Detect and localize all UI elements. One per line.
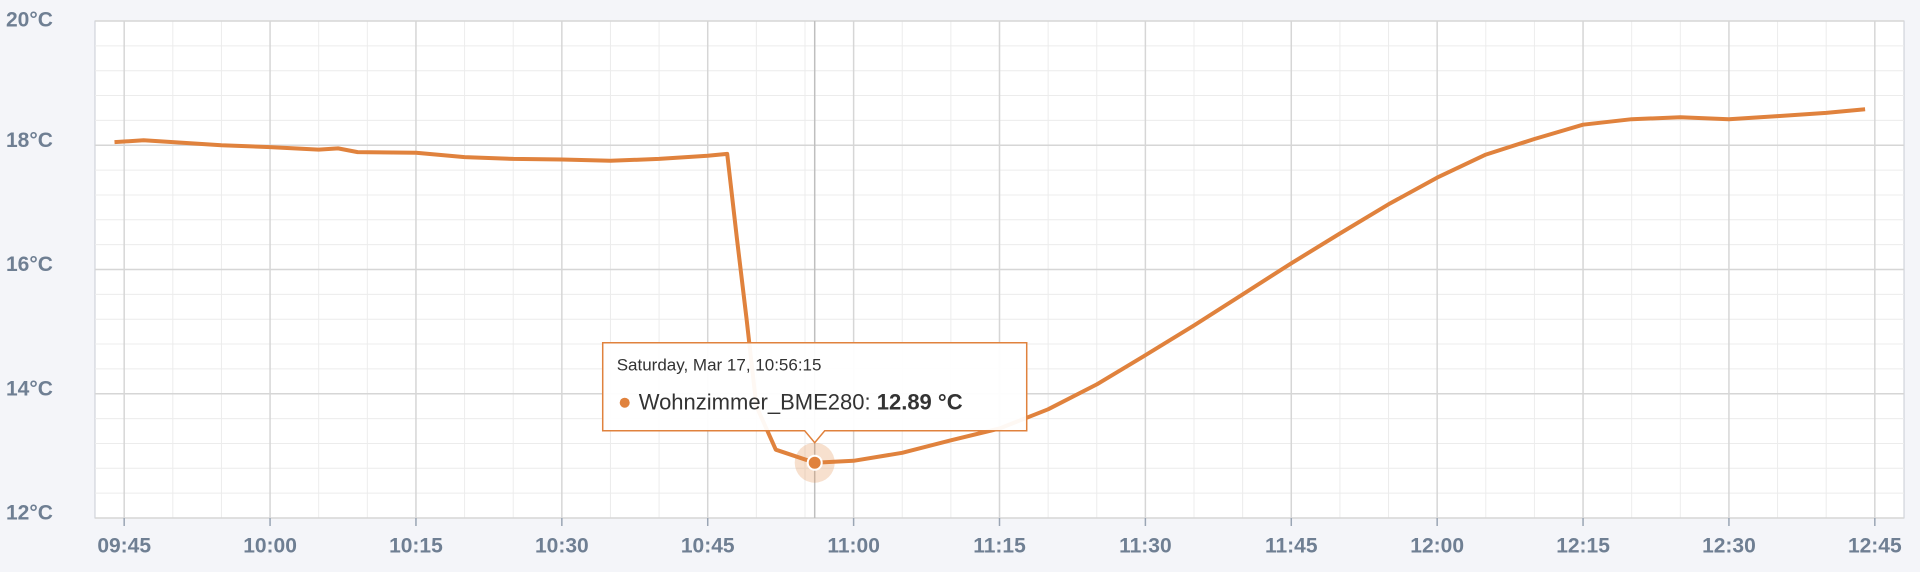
line-series: [114, 107, 1866, 465]
tooltip-date: Saturday, Mar 17, 10:56:15: [617, 356, 822, 375]
y-tick-label: 14°C: [6, 377, 53, 400]
tooltip-box: [601, 341, 1028, 444]
x-tick-label: 10:45: [681, 535, 735, 558]
x-tick-label: 12:00: [1410, 535, 1464, 558]
x-tick-label: 11:30: [1119, 535, 1172, 558]
y-tick-label: 20°C: [6, 9, 53, 32]
x-tick-label: 10:30: [535, 535, 589, 558]
x-tick-label: 12:30: [1702, 535, 1756, 558]
y-tick-label: 12°C: [6, 502, 53, 525]
x-tick-label: 12:15: [1556, 535, 1610, 558]
tooltip-text: Wohnzimmer_BME280: 12.89 °C: [639, 390, 963, 415]
x-tick-label: 11:45: [1265, 535, 1318, 558]
y-tick-label: 18°C: [6, 129, 53, 152]
tooltip-series: Wohnzimmer_BME280:: [639, 390, 871, 415]
x-tick-label: 10:00: [243, 535, 297, 558]
hover-point: [806, 454, 823, 471]
x-tick-label: 10:15: [389, 535, 443, 558]
x-tick-label: 12:45: [1848, 535, 1902, 558]
tooltip-marker: [619, 397, 630, 408]
x-tick-label: 11:15: [973, 535, 1026, 558]
tooltip-value: 12.89 °C: [877, 390, 963, 415]
y-tick-label: 16°C: [6, 253, 53, 276]
x-tick-label: 11:00: [827, 535, 880, 558]
x-tick-label: 09:45: [97, 535, 151, 558]
